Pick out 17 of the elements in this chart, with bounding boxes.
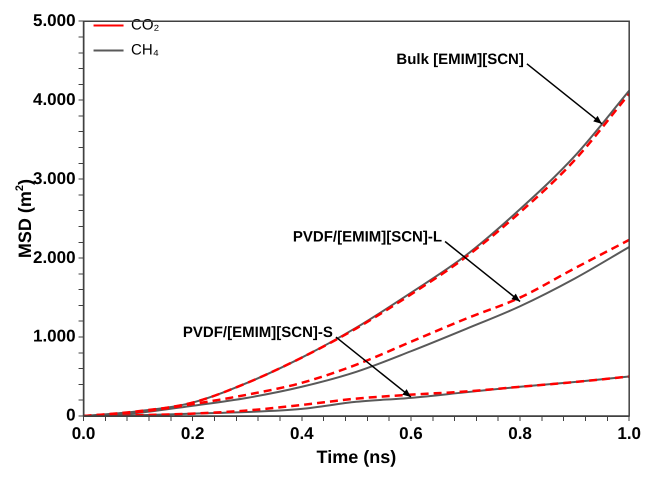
annotation: PVDF/[EMIM][SCN]-L — [292, 228, 442, 246]
annotation: Bulk [EMIM][SCN] — [396, 50, 524, 68]
y-tick-label: 2.000 — [32, 248, 76, 267]
x-axis-title: Time (ns) — [316, 447, 396, 468]
y-axis-title: MSD (m2) — [14, 179, 35, 258]
x-tick-label: 0.6 — [399, 424, 423, 443]
x-tick-label: 0.0 — [72, 424, 96, 443]
y-tick-label: 1.000 — [32, 326, 76, 346]
y-tick-label: 0 — [66, 406, 76, 425]
x-tick-label: 0.8 — [508, 424, 532, 443]
x-tick-label: 0.2 — [180, 424, 204, 443]
annotation: PVDF/[EMIM][SCN]-S — [182, 324, 333, 342]
y-tick-label: 5.000 — [32, 10, 76, 30]
y-tick-label: 4.000 — [32, 90, 76, 109]
x-tick-label: 1.0 — [617, 424, 642, 443]
x-tick-label: 0.4 — [290, 424, 314, 443]
legend-label: CH₄ — [131, 42, 159, 59]
